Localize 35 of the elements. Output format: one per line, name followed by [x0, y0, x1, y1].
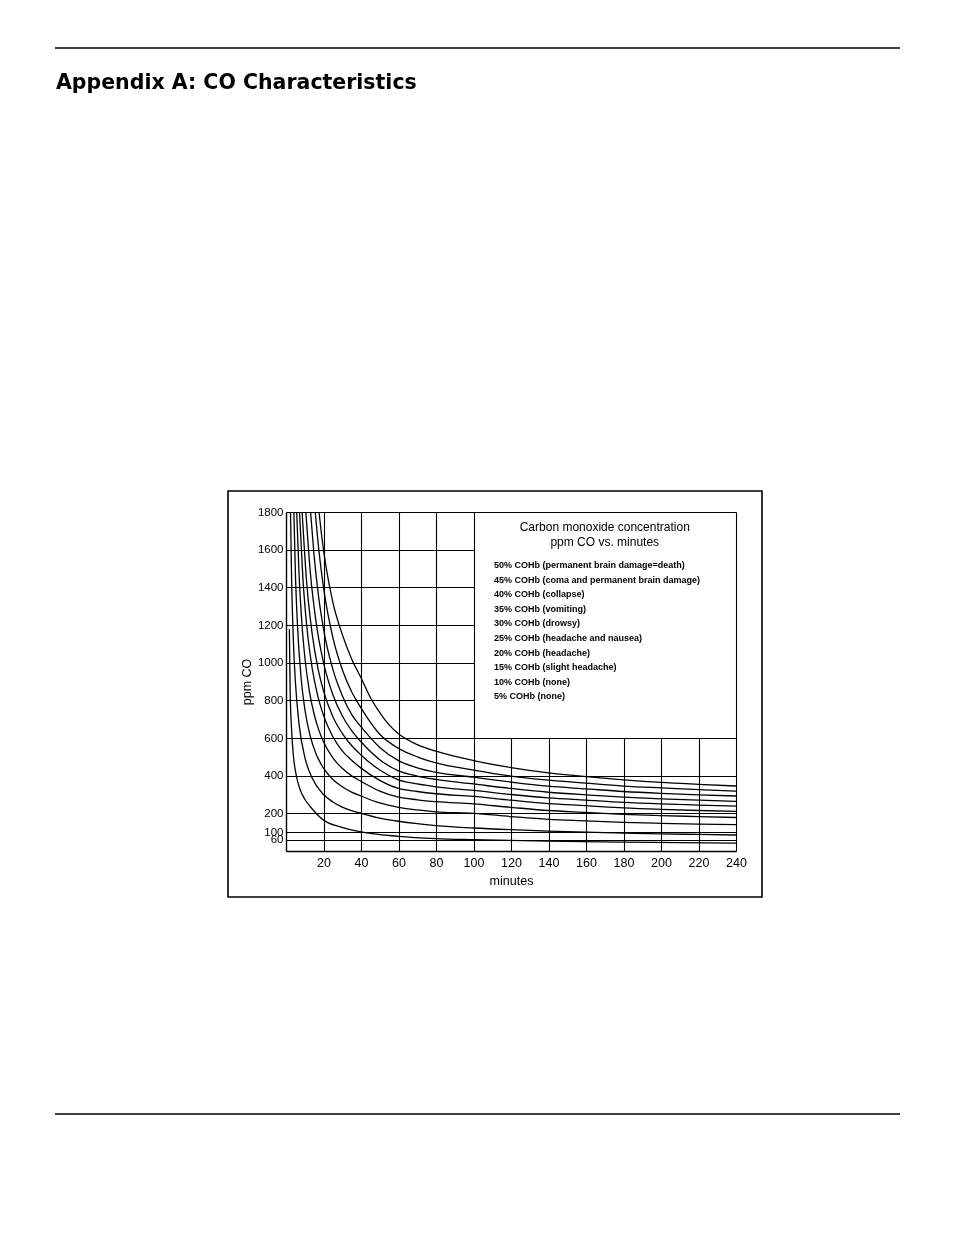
chart-title: Appendix A: CO Characteristics [56, 70, 417, 94]
annotation: 40% COHb (collapse) [494, 589, 585, 600]
x-tick-label: 180 [613, 855, 635, 870]
y-tick-label: 1800 [257, 505, 284, 518]
x-tick-label: 160 [576, 855, 597, 870]
y-tick-label: 800 [264, 693, 284, 706]
y-tick-label: 1200 [257, 618, 284, 631]
x-tick-label: 200 [651, 855, 672, 870]
annotation: 30% COHb (drowsy) [494, 618, 581, 629]
y-tick-label: 200 [264, 806, 284, 819]
x-tick-label: 240 [726, 855, 747, 870]
x-tick-label: 20 [317, 855, 331, 870]
annotation: 5% COHb (none) [494, 691, 565, 702]
y-axis-title: ppm CO [239, 658, 254, 706]
annotation: 35% COHb (vomiting) [494, 603, 587, 614]
x-tick-label: 80 [429, 855, 444, 870]
x-tick-label: 140 [538, 855, 560, 870]
y-tick-label: 600 [264, 731, 284, 744]
x-tick-label: 100 [463, 855, 485, 870]
y-tick-label: 1000 [257, 656, 284, 669]
annotation: 50% COHb (permanent brain damage=death) [494, 560, 685, 570]
y-tick-label: 1400 [257, 580, 284, 593]
x-axis-title: minutes [489, 874, 534, 888]
y-tick-label: 1600 [257, 543, 284, 556]
y-tick-label: 400 [264, 769, 284, 782]
annotation: 25% COHb (headache and nausea) [494, 633, 643, 643]
text: Carbon monoxide concentration ppm CO vs. minutes [519, 520, 690, 549]
x-tick-label: 60 [392, 855, 406, 870]
annotation: 10% COHb (none) [494, 676, 571, 687]
annotation: 15% COHb (slight headache) [494, 662, 617, 673]
x-tick-label: 40 [354, 855, 369, 870]
x-tick-label: 220 [688, 855, 710, 870]
annotation: 20% COHb (headache) [494, 647, 591, 658]
annotation: 45% COHb (coma and permanent brain damage) [494, 574, 701, 585]
x-tick-label: 120 [501, 855, 522, 870]
